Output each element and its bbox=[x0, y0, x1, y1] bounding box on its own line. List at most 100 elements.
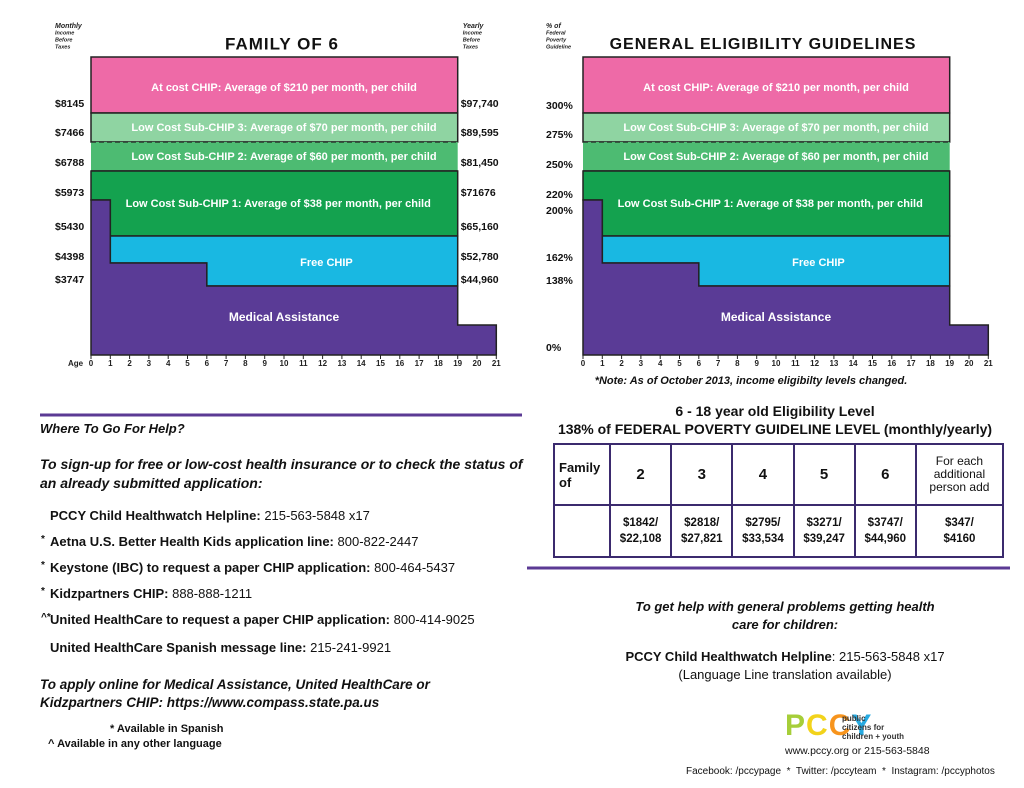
age-label: 9 bbox=[262, 359, 267, 368]
helpline: PCCY Child Healthwatch Helpline: 215-563… bbox=[50, 508, 370, 523]
age-label: 4 bbox=[658, 359, 663, 368]
header-row: Family of 2 3 4 5 6 For each additional person ad… bbox=[553, 443, 1005, 506]
axis-title: Poverty bbox=[546, 37, 567, 43]
header-cell: 2 bbox=[608, 443, 673, 506]
right-label: $65,160 bbox=[461, 221, 499, 233]
helpline-label: Aetna U.S. Better Health Kids applicatio… bbox=[50, 534, 334, 549]
band-label: Medical Assistance bbox=[229, 310, 340, 324]
right-label: $44,960 bbox=[461, 274, 499, 286]
header-cell: 3 bbox=[670, 443, 734, 506]
axis-title: Monthly bbox=[55, 23, 83, 30]
helpline-contact: : 215-563-5848 x17 bbox=[831, 649, 945, 664]
age-label: 4 bbox=[166, 359, 171, 368]
age-label: 5 bbox=[677, 359, 682, 368]
cell-line: $2818/ bbox=[684, 517, 720, 529]
axis-title: Income bbox=[55, 30, 74, 36]
cell-line: additional bbox=[933, 467, 986, 481]
band-sub-chip-2 bbox=[583, 142, 950, 171]
age-label: 14 bbox=[357, 359, 366, 368]
footnote-marker: * bbox=[41, 586, 45, 597]
header-cell: For each additional person add bbox=[914, 443, 1005, 506]
right-label: $71676 bbox=[461, 187, 496, 199]
helpline-contact: 800-464-5437 bbox=[374, 560, 456, 575]
data-row: $1842/$22,108 $2818/$27,821 $2795/$33,534 $… bbox=[553, 504, 1005, 558]
footnote-marker: * bbox=[41, 560, 45, 571]
band-label: Low Cost Sub-CHIP 3: Average of $70 per … bbox=[623, 122, 928, 134]
age-label: 18 bbox=[434, 359, 443, 368]
age-label: 3 bbox=[147, 359, 152, 368]
left-label: 162% bbox=[546, 252, 574, 264]
axis-title: Taxes bbox=[55, 44, 70, 50]
data-cell: $347/ $4160 bbox=[914, 504, 1005, 558]
footnote: * Available in Spanish bbox=[110, 723, 224, 735]
band-label: Free CHIP bbox=[300, 257, 353, 269]
cell-line: of bbox=[559, 474, 572, 490]
helpline: Kidzpartners CHIP: 888-888-1211 bbox=[50, 586, 252, 601]
eligibility-table: Family of 2 3 4 5 6 For each additional person ad… bbox=[553, 443, 1005, 558]
age-label: 6 bbox=[697, 359, 702, 368]
cell-line: $22,108 bbox=[619, 533, 662, 545]
left-label: $4398 bbox=[55, 251, 84, 263]
tagline-line: citizens for bbox=[842, 723, 885, 732]
left-label: 0% bbox=[546, 342, 562, 354]
age-label: 17 bbox=[907, 359, 916, 368]
band-label: At cost CHIP: Average of $210 per month,… bbox=[643, 82, 909, 94]
age-label: 9 bbox=[754, 359, 759, 368]
band-label: At cost CHIP: Average of $210 per month,… bbox=[151, 82, 417, 94]
right-label: $81,450 bbox=[461, 157, 499, 169]
axis-title: Federal bbox=[546, 30, 566, 36]
blank-cell bbox=[553, 504, 611, 558]
tagline: public citizens for children + youth bbox=[842, 714, 904, 741]
helpline-label: United HealthCare Spanish message line: bbox=[50, 640, 307, 655]
axis-title: Taxes bbox=[463, 44, 478, 50]
age-label: 20 bbox=[965, 359, 974, 368]
cell-line: $27,821 bbox=[680, 533, 723, 545]
age-label: 14 bbox=[849, 359, 858, 368]
cell-line: $347/ bbox=[945, 517, 974, 529]
cell-line: $3747/ bbox=[867, 517, 903, 529]
helpline-label: United HealthCare to request a paper CHI… bbox=[50, 612, 390, 627]
cell-line: $3271/ bbox=[806, 517, 842, 529]
band-label: Low Cost Sub-CHIP 1: Average of $38 per … bbox=[126, 198, 431, 210]
cell-line: $2795/ bbox=[745, 517, 781, 529]
band-label: Low Cost Sub-CHIP 1: Average of $38 per … bbox=[618, 198, 923, 210]
band-label: Medical Assistance bbox=[721, 310, 832, 324]
logo-letter: P bbox=[785, 709, 807, 742]
age-label: 21 bbox=[984, 359, 993, 368]
help-heading: Where To Go For Help? bbox=[40, 421, 185, 436]
helpline-label: PCCY Child Healthwatch Helpline: bbox=[50, 508, 261, 523]
age-label: 10 bbox=[280, 359, 289, 368]
helpline-contact: 800-414-9025 bbox=[393, 612, 475, 627]
left-label: $3747 bbox=[55, 274, 84, 286]
axis-title: Income bbox=[463, 30, 482, 36]
helpline: United HealthCare Spanish message line: … bbox=[50, 640, 391, 655]
footnote-marker: ^* bbox=[41, 612, 51, 623]
age-label: 1 bbox=[108, 359, 113, 368]
age-label: 18 bbox=[926, 359, 935, 368]
general-helpline: PCCY Child Healthwatch Helpline: 215-563… bbox=[550, 649, 1020, 664]
age-label: 11 bbox=[299, 359, 308, 368]
helpline-contact: 215-563-5848 x17 bbox=[264, 508, 370, 523]
age-label: 1 bbox=[600, 359, 605, 368]
age-label: 5 bbox=[185, 359, 190, 368]
tagline-line: public bbox=[842, 714, 866, 723]
band-label: Low Cost Sub-CHIP 3: Average of $70 per … bbox=[131, 122, 436, 134]
age-label: 2 bbox=[619, 359, 624, 368]
cell-line: $33,534 bbox=[742, 533, 784, 545]
online-text: To apply online for Medical Assistance, … bbox=[40, 677, 430, 710]
header-cell: Family of bbox=[553, 443, 611, 506]
age-label: 3 bbox=[639, 359, 644, 368]
age-label: 11 bbox=[791, 359, 800, 368]
right-label: $52,780 bbox=[461, 251, 499, 263]
age-label: 6 bbox=[205, 359, 210, 368]
logo-letter: C bbox=[828, 709, 852, 742]
age-label: 15 bbox=[868, 359, 877, 368]
band-label: Low Cost Sub-CHIP 2: Average of $60 per … bbox=[131, 151, 436, 163]
cell-line: Family bbox=[559, 459, 601, 475]
helpline: Keystone (IBC) to request a paper CHIP a… bbox=[50, 560, 455, 575]
age-label: 13 bbox=[337, 359, 346, 368]
cell-line: 3 bbox=[697, 466, 706, 483]
header-cell: 6 bbox=[853, 443, 917, 506]
age-label: 17 bbox=[415, 359, 424, 368]
help-intro: To sign-up for free or low-cost health i… bbox=[40, 456, 523, 491]
